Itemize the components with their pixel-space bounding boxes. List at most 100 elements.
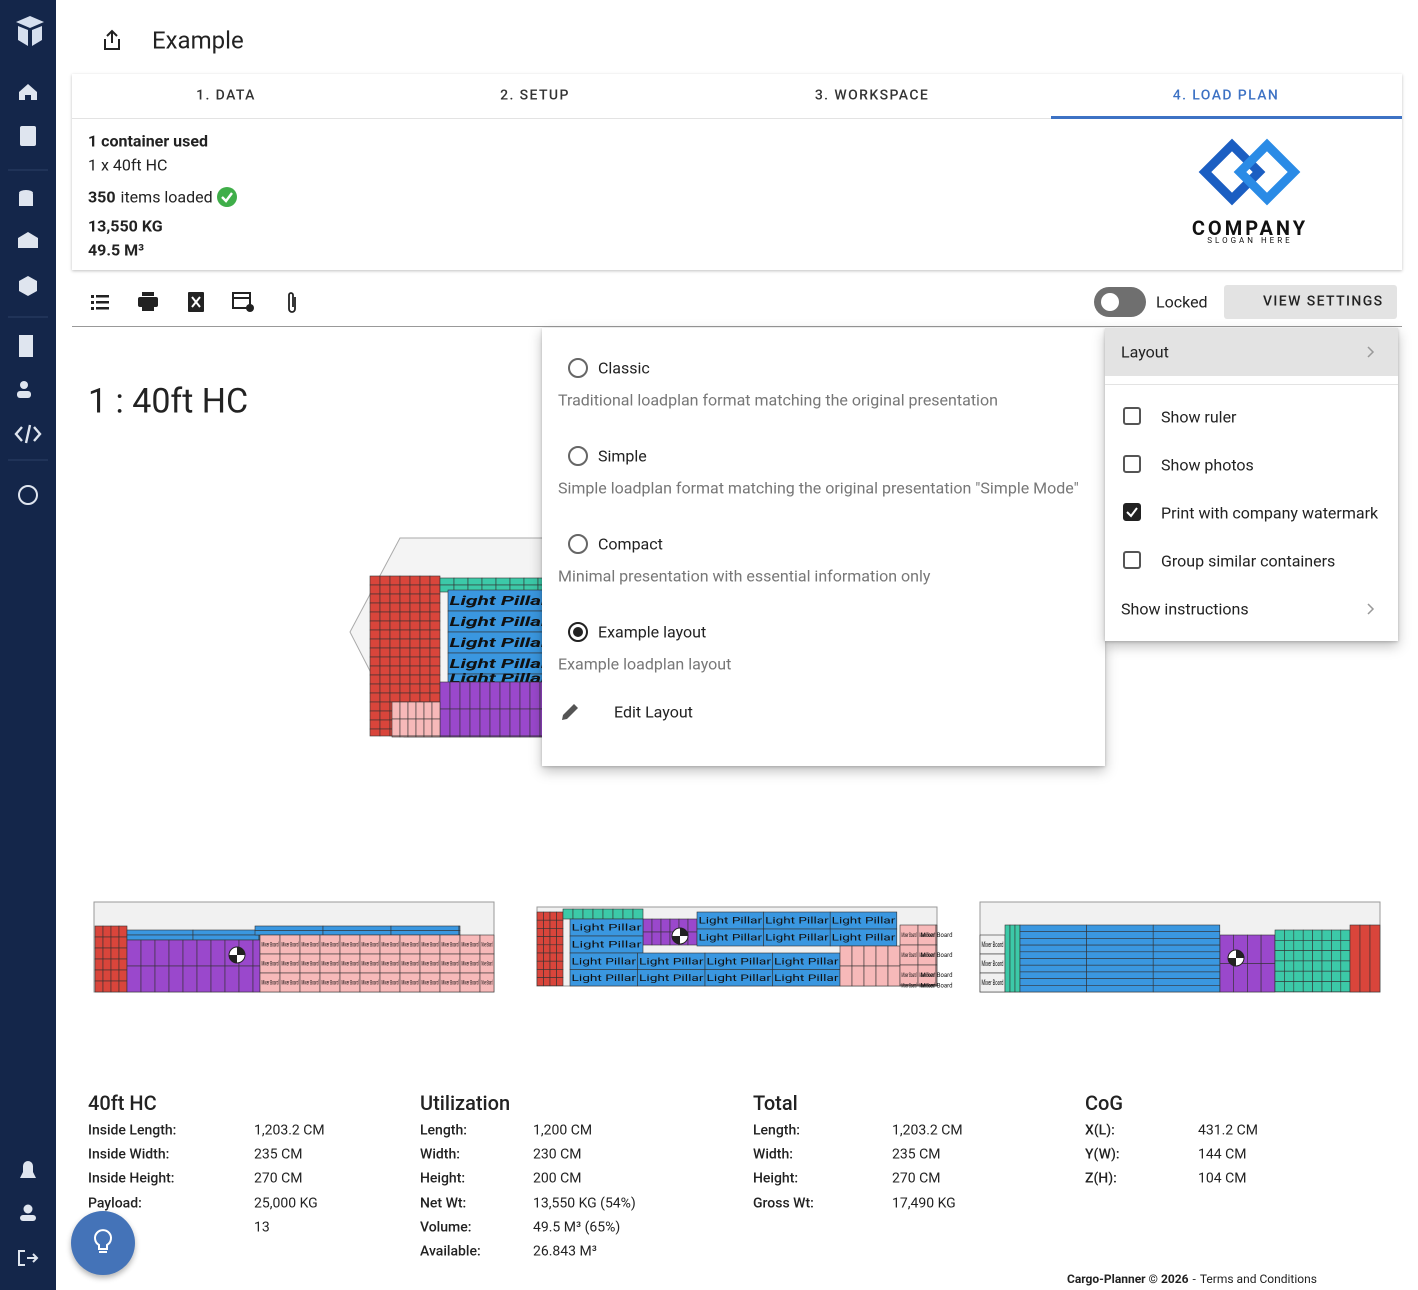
print-icon[interactable] bbox=[138, 292, 158, 311]
setting-label[interactable]: Print with company watermark bbox=[1161, 503, 1379, 523]
cargo-item bbox=[549, 952, 557, 962]
cargo-item-label: Mixer Board bbox=[382, 980, 399, 987]
lock-toggle-thumb[interactable] bbox=[1101, 293, 1119, 311]
layout-option-description: Simple loadplan format matching the orig… bbox=[558, 478, 1079, 498]
cargo-item-label: Light Pillar bbox=[699, 917, 763, 927]
cargo-item bbox=[419, 575, 431, 586]
cargo-item bbox=[1152, 964, 1221, 973]
cargo-item bbox=[556, 944, 564, 954]
cargo-item bbox=[660, 918, 671, 933]
cargo-item bbox=[419, 629, 431, 640]
active-tab-indicator bbox=[1051, 116, 1402, 119]
cargo-item bbox=[1312, 970, 1323, 982]
layout-option-name[interactable]: Simple bbox=[598, 446, 647, 466]
radio[interactable] bbox=[566, 356, 590, 380]
status-ok-icon bbox=[217, 187, 237, 207]
cargo-item bbox=[379, 701, 391, 712]
tab[interactable]: 1. DATA bbox=[196, 87, 256, 104]
layout-row-highlight[interactable] bbox=[1105, 328, 1398, 376]
icon-part bbox=[96, 295, 109, 298]
help-fab[interactable] bbox=[71, 1211, 135, 1275]
total-volume: 49.5 M³ bbox=[88, 240, 145, 260]
items-text: items loaded bbox=[120, 187, 213, 207]
cargo-item bbox=[379, 665, 391, 676]
instructions-item[interactable]: Show instructions bbox=[1121, 599, 1249, 619]
checkbox[interactable] bbox=[1123, 407, 1143, 427]
cargo-item bbox=[389, 656, 401, 667]
docs-icon[interactable] bbox=[20, 126, 36, 146]
checkbox[interactable] bbox=[1123, 455, 1143, 475]
cargo-item bbox=[419, 674, 431, 685]
cargo-item bbox=[196, 965, 212, 993]
help-icon[interactable] bbox=[18, 485, 38, 505]
cargo-item bbox=[458, 930, 461, 936]
users-icon[interactable] bbox=[20, 381, 28, 389]
cargo-item bbox=[1009, 924, 1016, 993]
tab[interactable]: 2. SETUP bbox=[500, 87, 570, 104]
radio-ring[interactable] bbox=[568, 534, 588, 554]
radio[interactable] bbox=[566, 444, 590, 468]
view-settings-label[interactable]: VIEW SETTINGS bbox=[1263, 293, 1384, 310]
cargo-item-label: Mixer Board bbox=[442, 980, 459, 987]
cargo-item bbox=[369, 665, 381, 676]
cargo-item bbox=[399, 629, 411, 640]
setting-label[interactable]: Show ruler bbox=[1161, 407, 1237, 427]
cargo-item bbox=[536, 911, 544, 921]
cargo-item bbox=[399, 575, 411, 586]
table-settings-icon[interactable] bbox=[232, 292, 254, 312]
tab[interactable]: 3. WORKSPACE bbox=[814, 87, 930, 104]
account-icon[interactable] bbox=[23, 1204, 33, 1214]
cargo-item bbox=[839, 945, 853, 967]
company-icon[interactable] bbox=[19, 335, 33, 357]
layout-option-name[interactable]: Classic bbox=[598, 358, 650, 378]
edit-layout[interactable]: Edit Layout bbox=[614, 702, 693, 722]
cargo-item bbox=[1302, 981, 1313, 993]
setting-label[interactable]: Show photos bbox=[1161, 455, 1254, 475]
checkbox[interactable] bbox=[1123, 551, 1143, 571]
checkbox[interactable] bbox=[1123, 503, 1143, 523]
view-settings-button[interactable] bbox=[1224, 285, 1397, 319]
cargo-item bbox=[429, 647, 441, 658]
cargo-item-label: Mixer Board bbox=[402, 942, 419, 949]
cargo-item bbox=[429, 584, 441, 595]
warehouse-icon[interactable] bbox=[18, 232, 38, 248]
cargo-item-label: Light Pillar bbox=[832, 917, 896, 927]
app-logo[interactable] bbox=[16, 16, 44, 46]
cargo-item bbox=[415, 718, 425, 737]
radio-ring[interactable] bbox=[568, 358, 588, 378]
notifications-icon[interactable] bbox=[20, 1161, 36, 1178]
radio-ring[interactable] bbox=[568, 446, 588, 466]
logout-icon[interactable] bbox=[18, 1250, 39, 1266]
radio[interactable] bbox=[566, 620, 590, 644]
box-icon[interactable] bbox=[19, 276, 37, 296]
layout-option-name[interactable]: Compact bbox=[598, 534, 663, 554]
terms-link[interactable]: Terms and Conditions bbox=[1199, 1271, 1317, 1286]
list-icon[interactable] bbox=[91, 295, 109, 310]
icon-part bbox=[142, 304, 154, 311]
home-icon[interactable] bbox=[19, 84, 37, 100]
layout-option-name[interactable]: Example layout bbox=[598, 622, 707, 642]
cargo-item bbox=[529, 735, 541, 738]
layout-option-description: Minimal presentation with essential info… bbox=[558, 566, 931, 586]
checkbox-box bbox=[1123, 503, 1141, 521]
cargo-item bbox=[1086, 924, 1154, 932]
api-icon[interactable] bbox=[14, 424, 42, 444]
cargo-item bbox=[1302, 929, 1313, 941]
cargo-item-label: Mixer Board bbox=[302, 980, 319, 987]
radio-ring[interactable] bbox=[568, 622, 588, 642]
attachment-icon[interactable] bbox=[288, 292, 296, 313]
cargo-item-label: Mixer Board bbox=[422, 942, 439, 949]
cargo-item bbox=[489, 708, 501, 737]
radio[interactable] bbox=[566, 532, 590, 556]
setting-label[interactable]: Group similar containers bbox=[1161, 551, 1336, 571]
tab[interactable]: 4. LOAD PLAN bbox=[1172, 87, 1280, 104]
cargo-item bbox=[1274, 960, 1285, 972]
excel-icon[interactable] bbox=[188, 292, 204, 312]
logo-diamond bbox=[1233, 138, 1301, 206]
edit-icon[interactable] bbox=[558, 700, 582, 724]
cargo-item bbox=[549, 919, 557, 929]
share-button[interactable] bbox=[100, 28, 124, 52]
layout-item[interactable]: Layout bbox=[1121, 342, 1169, 362]
cargo-item bbox=[1260, 934, 1276, 964]
